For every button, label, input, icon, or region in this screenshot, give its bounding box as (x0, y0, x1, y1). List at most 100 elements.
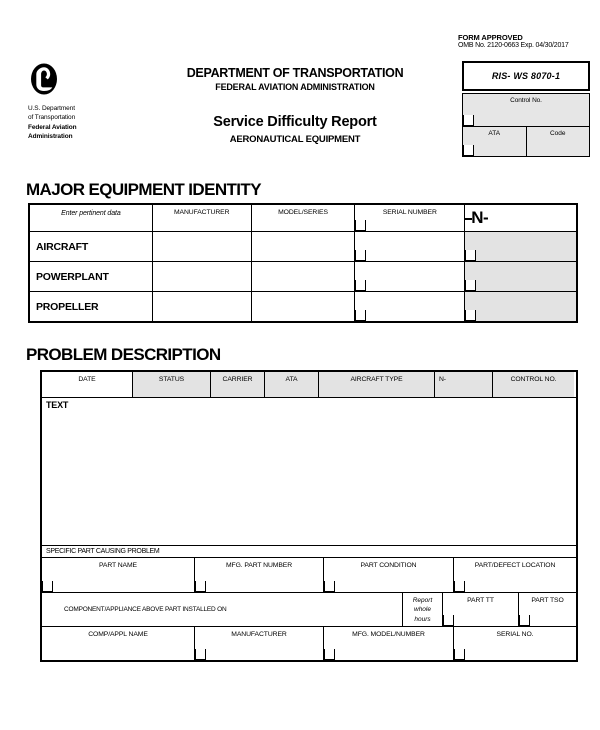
equipment-powerplant-n-field[interactable] (464, 261, 576, 291)
specific-part-banner: SPECIFIC PART CAUSING PROBLEM (42, 545, 576, 557)
equipment-col-manufacturer: MANUFACTURER (151, 205, 251, 231)
equipment-row-aircraft-label: AIRCRAFT (36, 241, 89, 253)
omb-number-label: OMB No. 2120-0663 Exp. 04/30/2017 (458, 42, 569, 50)
problem-col-date[interactable]: DATE (42, 372, 132, 397)
part-tso-field[interactable]: PART TSO (518, 592, 576, 626)
equipment-powerplant-serial-field[interactable] (354, 261, 465, 291)
code-box[interactable]: Code (525, 127, 590, 156)
agency-line-4: Administration (28, 133, 73, 141)
component-detail-row: COMP/APPL NAME MANUFACTURER MFG. MODEL/N… (42, 626, 576, 660)
comp-manufacturer-field[interactable]: MANUFACTURER (194, 626, 323, 660)
equipment-propeller-serial-notch (355, 310, 367, 321)
ris-label: RIS- WS 8070-1 (491, 71, 561, 81)
comp-mfg-model-number-label: MFG. MODEL/NUMBER (352, 631, 425, 638)
problem-col-carrier[interactable]: CARRIER (210, 372, 264, 397)
part-tt-label: PART TT (467, 597, 494, 604)
equipment-propeller-n-field[interactable] (464, 291, 576, 321)
problem-col-n-number[interactable]: N- (434, 372, 492, 397)
equipment-col-model-series-label: MODEL/SERIES (278, 209, 328, 216)
equipment-propeller-serial-field[interactable] (354, 291, 465, 321)
equipment-row-powerplant: POWERPLANT (30, 261, 152, 291)
form-title: Service Difficulty Report (213, 114, 377, 130)
comp-appl-name-label: COMP/APPL NAME (88, 631, 148, 638)
mfg-part-number-notch (195, 581, 206, 592)
problem-text-label: TEXT (46, 400, 69, 410)
department-title: DEPARTMENT OF TRANSPORTATION (186, 66, 404, 80)
problem-col-control-no[interactable]: CONTROL NO. (492, 372, 574, 397)
equipment-header-row: Enter pertinent data MANUFACTURER MODEL/… (30, 205, 576, 231)
problem-section-heading: PROBLEM DESCRIPTION (26, 345, 221, 364)
equipment-col-serial-number-label: SERIAL NUMBER (382, 209, 437, 216)
agency-line-2: of Transportation (28, 114, 76, 122)
part-condition-label: PART CONDITION (360, 562, 417, 569)
equipment-powerplant-manufacturer-field[interactable] (151, 261, 251, 291)
equipment-section-heading: MAJOR EQUIPMENT IDENTITY (26, 180, 262, 199)
equipment-row-aircraft: AIRCRAFT (30, 231, 152, 261)
part-condition-field[interactable]: PART CONDITION (323, 557, 453, 592)
component-appliance-field[interactable]: COMPONENT/APPLIANCE ABOVE PART INSTALLED… (42, 592, 402, 626)
form-subtitle: AERONAUTICAL EQUIPMENT (229, 134, 361, 145)
form-approved-label: FORM APPROVED (458, 33, 523, 42)
equipment-col-n-number: N- (464, 205, 576, 231)
comp-serial-no-notch (454, 649, 465, 660)
equipment-row-propeller-label: PROPELLER (36, 301, 99, 313)
specific-part-label: SPECIFIC PART CAUSING PROBLEM (46, 548, 160, 555)
mfg-part-number-label: MFG. PART NUMBER (226, 562, 292, 569)
control-no-box[interactable]: Control No. (462, 93, 590, 127)
comp-serial-no-field[interactable]: SERIAL NO. (453, 626, 576, 660)
equipment-col-n-number-label: N- (465, 205, 576, 231)
ata-box[interactable]: ATA (463, 127, 526, 156)
n-tick-mark (465, 218, 473, 220)
ata-notch (463, 145, 474, 156)
problem-col-aircraft-type[interactable]: AIRCRAFT TYPE (318, 372, 434, 397)
equipment-propeller-manufacturer-field[interactable] (151, 291, 251, 321)
equipment-aircraft-model-field[interactable] (250, 231, 355, 261)
comp-appl-name-field[interactable]: COMP/APPL NAME (42, 626, 194, 660)
equipment-aircraft-serial-notch (355, 250, 367, 261)
dot-seal-icon (31, 63, 57, 95)
equipment-col-enter-data: Enter pertinent data (30, 205, 152, 231)
equipment-powerplant-n-notch (465, 280, 477, 291)
ata-code-row: ATA Code (462, 127, 590, 157)
part-columns-row: PART NAME MFG. PART NUMBER PART CONDITIO… (42, 557, 576, 592)
part-defect-location-field[interactable]: PART/DEFECT LOCATION (453, 557, 576, 592)
equipment-row-propeller: PROPELLER (30, 291, 152, 321)
equipment-table: Enter pertinent data MANUFACTURER MODEL/… (28, 203, 578, 323)
table-row: POWERPLANT (30, 261, 576, 291)
report-whole-hours-note: Report whole hours (402, 592, 442, 626)
problem-col-status-label: STATUS (158, 376, 185, 383)
problem-col-date-label: DATE (78, 376, 96, 383)
report-hours-line-2: whole (414, 606, 431, 614)
equipment-aircraft-manufacturer-field[interactable] (151, 231, 251, 261)
equipment-header-serial-notch (355, 220, 367, 231)
equipment-propeller-n-notch (465, 310, 477, 321)
form-header: FORM APPROVED OMB No. 2120-0663 Exp. 04/… (0, 0, 600, 157)
equipment-row-powerplant-label: POWERPLANT (36, 271, 109, 283)
problem-col-control-no-label: CONTROL NO. (510, 376, 557, 383)
problem-col-n-number-label: N- (439, 376, 446, 383)
part-defect-location-notch (454, 581, 465, 592)
specific-part-banner-row: SPECIFIC PART CAUSING PROBLEM (42, 545, 576, 557)
table-row: PROPELLER (30, 291, 576, 321)
omb-block: FORM APPROVED OMB No. 2120-0663 Exp. 04/… (458, 33, 594, 50)
part-tt-notch (443, 615, 454, 626)
comp-mfg-model-number-field[interactable]: MFG. MODEL/NUMBER (323, 626, 453, 660)
table-row: AIRCRAFT (30, 231, 576, 261)
problem-col-status[interactable]: STATUS (132, 372, 210, 397)
agency-block: U.S. Department of Transportation Federa… (28, 104, 77, 142)
component-row: COMPONENT/APPLIANCE ABOVE PART INSTALLED… (42, 592, 576, 626)
report-hours-line-3: hours (414, 615, 431, 623)
equipment-propeller-model-field[interactable] (250, 291, 355, 321)
comp-manufacturer-notch (195, 649, 206, 660)
part-tt-field[interactable]: PART TT (442, 592, 518, 626)
part-name-field[interactable]: PART NAME (42, 557, 194, 592)
problem-col-ata[interactable]: ATA (264, 372, 318, 397)
problem-text-area[interactable]: TEXT (42, 397, 576, 545)
equipment-aircraft-n-field[interactable] (464, 231, 576, 261)
problem-col-carrier-label: CARRIER (222, 376, 253, 383)
mfg-part-number-field[interactable]: MFG. PART NUMBER (194, 557, 323, 592)
part-tso-notch (519, 615, 530, 626)
part-tso-label: PART TSO (531, 597, 564, 604)
equipment-powerplant-model-field[interactable] (250, 261, 355, 291)
equipment-aircraft-serial-field[interactable] (354, 231, 465, 261)
